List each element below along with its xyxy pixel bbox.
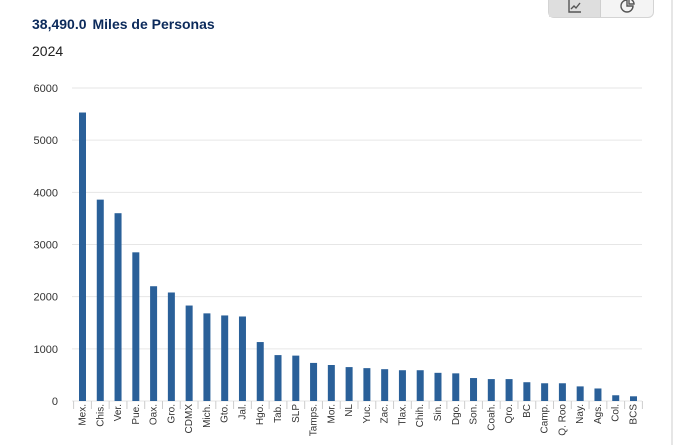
x-tick-label: Yuc.: [362, 404, 373, 423]
y-tick-label: 6000: [34, 83, 58, 95]
year-label: 2024: [32, 43, 64, 59]
bar[interactable]: [150, 286, 158, 401]
bar[interactable]: [363, 368, 371, 401]
y-tick-label: 0: [52, 396, 58, 408]
pie-chart-icon: [620, 0, 635, 13]
bar[interactable]: [630, 396, 637, 401]
bar-chart-icon: [567, 0, 581, 13]
chart-headline: 38,490.0 Miles de Personas: [32, 16, 215, 32]
x-tick-label: CDMX: [184, 404, 195, 434]
bar[interactable]: [541, 383, 549, 401]
bar[interactable]: [381, 369, 389, 401]
bar[interactable]: [487, 379, 495, 401]
bar[interactable]: [398, 370, 406, 401]
x-tick-label: Gro.: [166, 404, 177, 423]
x-tick-label: Hgo.: [255, 404, 266, 425]
x-tick-label: Chis.: [95, 404, 106, 427]
bar[interactable]: [416, 370, 424, 401]
x-tick-label: Pue.: [131, 404, 142, 425]
bar[interactable]: [221, 315, 229, 401]
total-value: 38,490.0: [32, 16, 87, 32]
x-tick-label: Tlax.: [397, 404, 408, 426]
bar[interactable]: [114, 213, 122, 401]
y-tick-label: 2000: [34, 292, 58, 304]
bar[interactable]: [434, 372, 442, 401]
gridlines: [72, 87, 642, 402]
x-tick-label: Gto.: [220, 404, 231, 423]
x-tick-label: Mich.: [202, 404, 213, 428]
bar[interactable]: [576, 386, 584, 401]
bar[interactable]: [256, 342, 264, 401]
x-tick-label: Zac.: [380, 404, 391, 423]
bar[interactable]: [132, 252, 140, 401]
x-tick-label: Ver.: [113, 404, 124, 421]
pie-view-button[interactable]: [601, 0, 653, 17]
x-tick-label: Mor.: [326, 404, 337, 423]
x-tick-label: Sin.: [433, 404, 444, 421]
bar[interactable]: [292, 355, 300, 401]
x-tick-label: Chih.: [415, 404, 426, 427]
y-tick-label: 1000: [34, 344, 58, 356]
bar[interactable]: [452, 373, 460, 401]
bar[interactable]: [594, 388, 602, 401]
x-tick-label: NL: [344, 404, 355, 417]
y-tick-label: 4000: [34, 187, 58, 199]
x-tick-label: BC: [522, 404, 533, 418]
y-tick-label: 5000: [34, 135, 58, 147]
bar[interactable]: [238, 316, 246, 401]
y-axis-ticks: 0 1000 2000 3000 4000 5000 6000: [34, 83, 58, 408]
x-tick-label: Jal.: [237, 404, 248, 420]
bar[interactable]: [523, 382, 531, 401]
bar[interactable]: [345, 367, 353, 401]
x-tick-label: Coah.: [486, 404, 497, 431]
x-tick-label: Ags.: [593, 404, 604, 424]
x-tick-label: SLP: [291, 404, 302, 423]
chart-view-toggle: [548, 0, 654, 18]
x-tick-label: Tamps.: [309, 404, 320, 436]
x-tick-label: Oax.: [149, 404, 160, 425]
bar[interactable]: [96, 199, 104, 401]
bar-view-button[interactable]: [549, 0, 601, 17]
x-tick-label: Col.: [611, 404, 622, 422]
bars: [79, 112, 637, 401]
x-tick-label: Qro.: [504, 404, 515, 423]
x-tick-label: BCS: [629, 404, 640, 425]
x-tick-label: Dgo.: [451, 404, 462, 425]
x-tick-label: Camp.: [540, 404, 551, 433]
y-tick-label: 3000: [34, 240, 58, 252]
unit-label: Miles de Personas: [92, 16, 215, 32]
x-tick-label: Tab.: [273, 404, 284, 423]
x-tick-label: Q. Roo: [557, 404, 568, 436]
bar[interactable]: [185, 305, 193, 401]
bar[interactable]: [310, 362, 318, 401]
bar[interactable]: [612, 395, 620, 401]
x-tick-label: Nay.: [575, 404, 586, 424]
bar[interactable]: [505, 379, 513, 401]
bar[interactable]: [79, 112, 86, 401]
bar[interactable]: [558, 383, 566, 401]
window-edge: [671, 0, 673, 445]
bar[interactable]: [167, 292, 175, 401]
bar[interactable]: [327, 365, 335, 401]
bar[interactable]: [274, 355, 282, 401]
x-axis-ticks: Mex. Chis. Ver. Pue. Oax. Gro. CDMX Mich. Gto. Ja…: [73, 401, 643, 436]
bar[interactable]: [203, 313, 211, 401]
bar[interactable]: [470, 378, 478, 401]
x-tick-label: Son.: [469, 404, 480, 425]
x-tick-label: Mex.: [78, 404, 89, 426]
